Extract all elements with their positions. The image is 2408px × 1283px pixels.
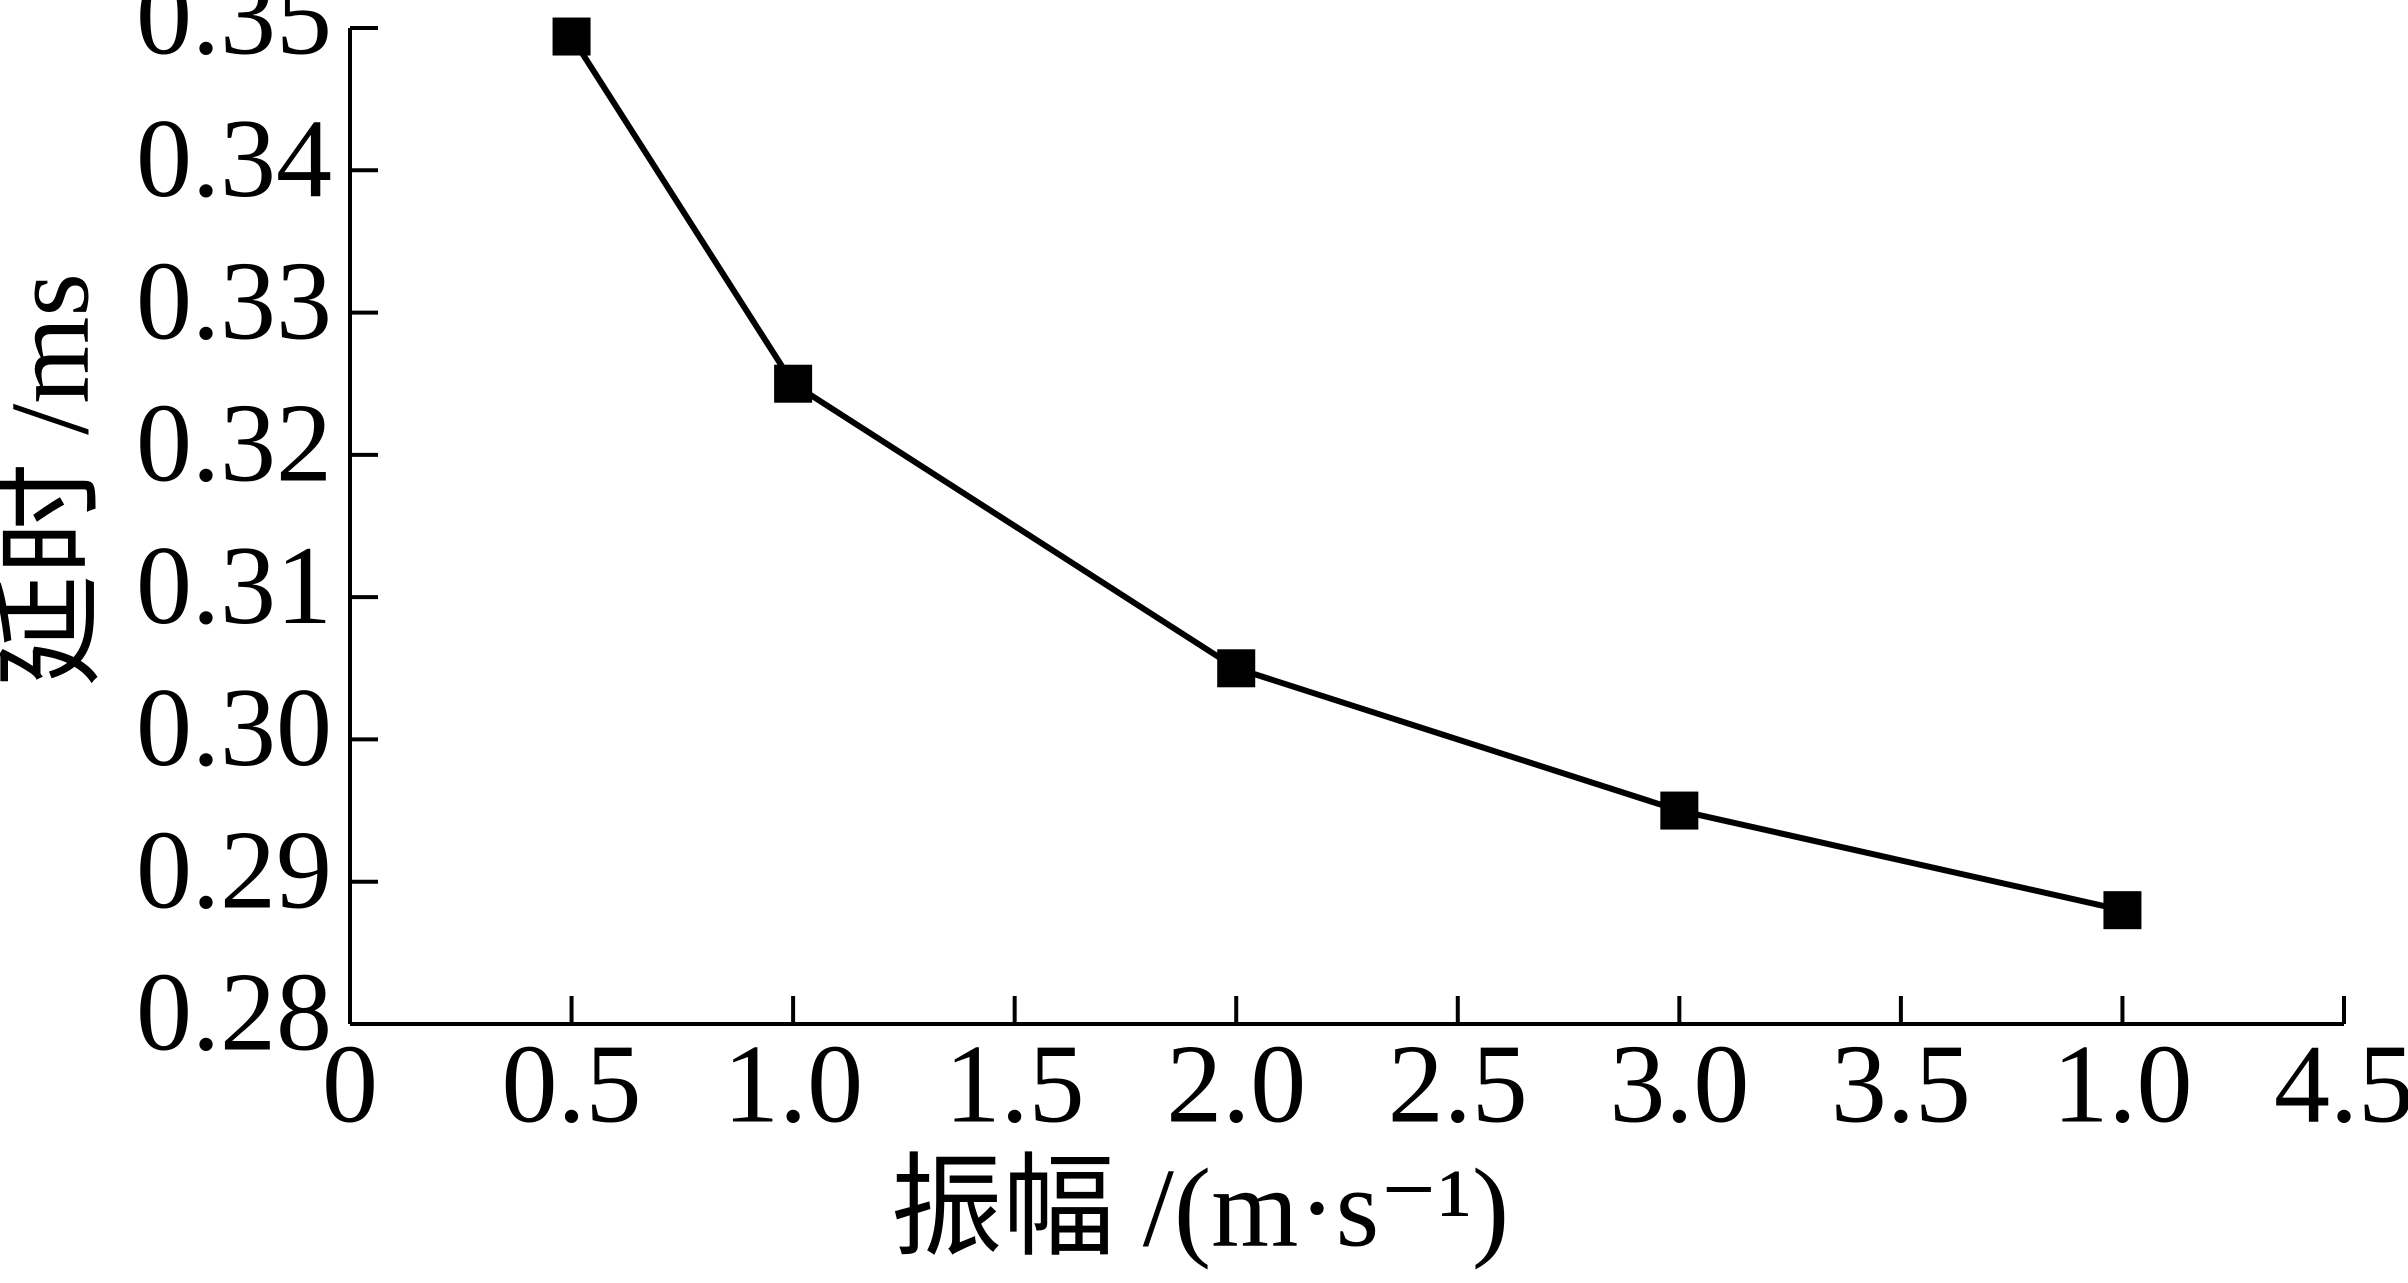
x-tick-label: 2.0 <box>1166 1023 1306 1147</box>
x-axis-title: 振幅 /(m·s⁻¹) <box>891 1147 1509 1271</box>
x-tick-label: 1.0 <box>723 1023 863 1147</box>
y-tick-label: 0.34 <box>136 97 332 221</box>
x-tick-label: 1.0 <box>2052 1023 2192 1147</box>
y-tick-label: 0.30 <box>136 666 332 790</box>
x-tick-label: 2.5 <box>1388 1023 1528 1147</box>
x-tick-label: 3.5 <box>1831 1023 1971 1147</box>
x-tick-label: 1.5 <box>945 1023 1085 1147</box>
y-tick-label: 0.33 <box>136 239 332 363</box>
y-tick-label: 0.32 <box>136 382 332 506</box>
y-tick-label: 0.29 <box>136 808 332 932</box>
y-axis-title: 延时 /ms <box>0 273 113 687</box>
x-tick-label: 0.5 <box>502 1023 642 1147</box>
y-tick-label: 0.28 <box>136 951 332 1075</box>
marker <box>2103 891 2142 930</box>
marker <box>552 17 591 56</box>
x-tick-label: 0 <box>322 1023 378 1147</box>
y-tick-label: 0.31 <box>136 524 332 648</box>
marker <box>774 364 813 403</box>
series-line <box>569 34 2124 914</box>
x-tick-label: 3.0 <box>1609 1023 1749 1147</box>
x-tick-label: 4.5 <box>2274 1023 2408 1147</box>
marker <box>1660 791 1699 830</box>
marker <box>1217 649 1256 688</box>
y-tick-label: 0.35 <box>136 0 332 79</box>
